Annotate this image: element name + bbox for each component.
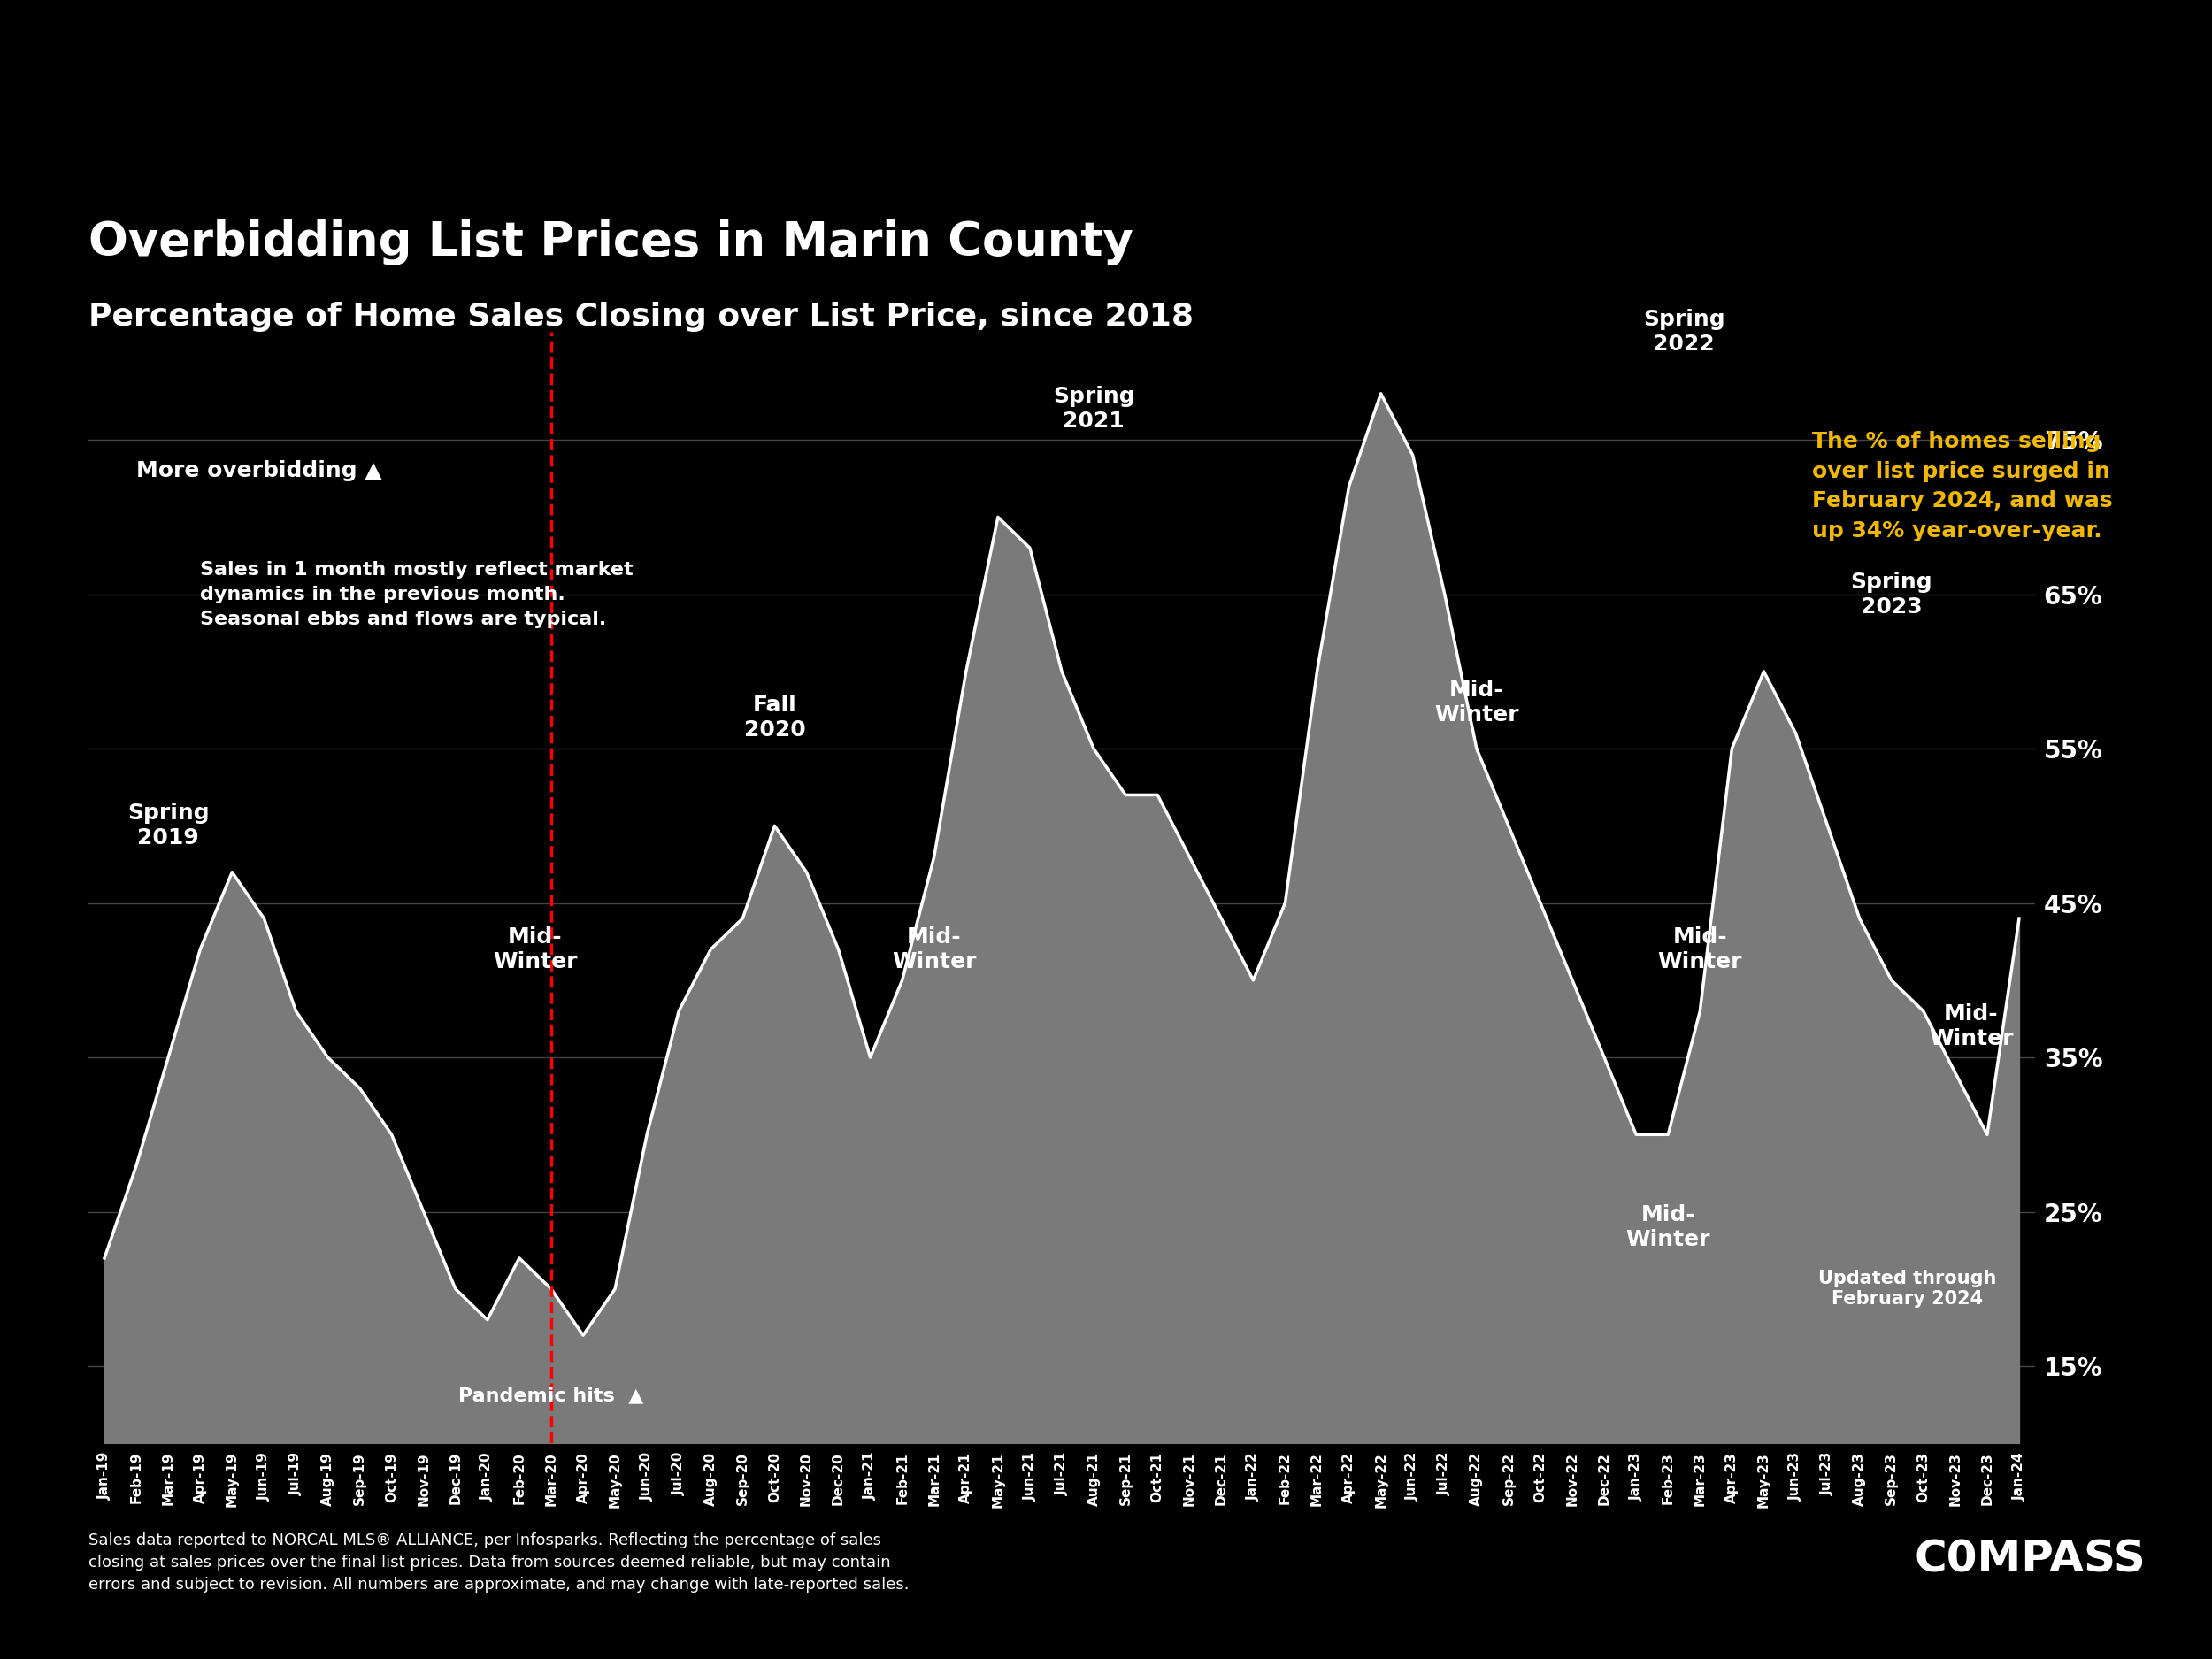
Text: The % of homes selling
over list price surged in
February 2024, and was
up 34% y: The % of homes selling over list price s… bbox=[1812, 431, 2112, 541]
Text: Spring
2023: Spring 2023 bbox=[1851, 571, 1933, 617]
Text: Spring
2021: Spring 2021 bbox=[1053, 387, 1135, 431]
Text: Mid-
Winter: Mid- Winter bbox=[1433, 680, 1520, 725]
Text: Spring
2019: Spring 2019 bbox=[128, 803, 210, 849]
Text: More overbidding ▲: More overbidding ▲ bbox=[137, 460, 383, 481]
Text: Updated through
February 2024: Updated through February 2024 bbox=[1818, 1269, 1997, 1307]
Text: Mid-
Winter: Mid- Winter bbox=[1626, 1204, 1710, 1251]
Text: Mid-
Winter: Mid- Winter bbox=[1657, 926, 1743, 972]
Text: Percentage of Home Sales Closing over List Price, since 2018: Percentage of Home Sales Closing over Li… bbox=[88, 302, 1194, 332]
Text: Fall
2020: Fall 2020 bbox=[743, 695, 805, 740]
Text: Pandemic hits  ▲: Pandemic hits ▲ bbox=[458, 1387, 644, 1405]
Text: Overbidding List Prices in Marin County: Overbidding List Prices in Marin County bbox=[88, 219, 1133, 265]
Text: Spring
2022: Spring 2022 bbox=[1644, 309, 1725, 355]
Text: Sales in 1 month mostly reflect market
dynamics in the previous month.
Seasonal : Sales in 1 month mostly reflect market d… bbox=[199, 561, 633, 627]
Text: Mid-
Winter: Mid- Winter bbox=[493, 926, 577, 972]
Text: Sales data reported to NORCAL MLS® ALLIANCE, per Infosparks. Reflecting the perc: Sales data reported to NORCAL MLS® ALLIA… bbox=[88, 1533, 909, 1593]
Text: C0MPASS: C0MPASS bbox=[1913, 1538, 2146, 1581]
Text: Mid-
Winter: Mid- Winter bbox=[1929, 1004, 2013, 1050]
Text: Mid-
Winter: Mid- Winter bbox=[891, 926, 975, 972]
